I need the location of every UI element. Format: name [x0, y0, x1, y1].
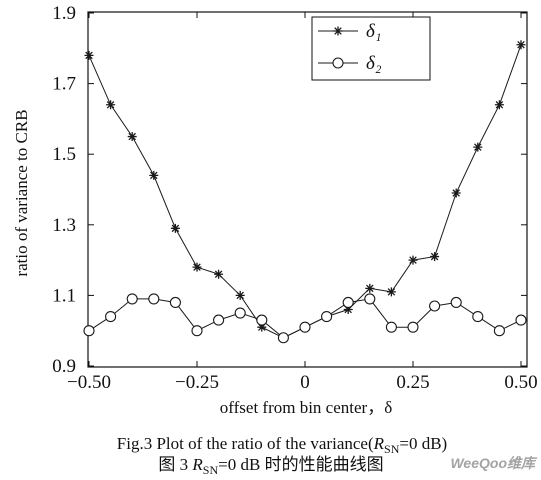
series-2-point [256, 314, 268, 326]
legend-marker [332, 57, 344, 69]
x-tick-label: −0.25 [175, 372, 219, 393]
series-1-point [451, 188, 461, 198]
series-2-point [450, 296, 462, 309]
y-tick-label: 1.1 [52, 285, 76, 306]
series-1-point [127, 132, 137, 142]
series-2-point [364, 293, 376, 305]
y-axis-label: ratio of variance to CRB [12, 109, 31, 276]
series-1-point [386, 287, 396, 297]
series-2-point [277, 332, 289, 344]
plot-frame [87, 11, 528, 368]
x-tick-label: −0.50 [67, 372, 111, 393]
legend: δ₁ δ₂ [311, 16, 431, 81]
series-2-point [493, 325, 505, 337]
x-tick-label: 0.50 [504, 372, 537, 393]
caption-english-suffix: =0 dB) [399, 434, 447, 453]
series-1-point [343, 305, 353, 315]
x-tick-label: 0 [300, 372, 310, 393]
series-1-point [235, 290, 245, 300]
watermark: WeeQoo维库 [450, 455, 538, 471]
y-tick-label: 1.3 [52, 215, 76, 236]
series-1-point [257, 322, 267, 332]
legend-item: δ₁ [318, 21, 381, 42]
series-1-point [170, 223, 180, 233]
series-2-point [191, 325, 203, 337]
legend-item: δ₂ [318, 53, 382, 74]
series-2-point [299, 321, 311, 333]
y-tick-label: 1.9 [52, 3, 76, 24]
series-1-point [84, 50, 94, 60]
caption-chinese: 图 3 RSN=0 dB 时的性能曲线图 [158, 455, 383, 477]
series-1-point [516, 40, 526, 50]
y-tick-label: 0.9 [52, 356, 76, 377]
caption-english: Fig.3 Plot of the ratio of the variance(… [117, 434, 447, 456]
legend-label: δ₁ [366, 21, 381, 42]
series-2-point [126, 293, 138, 305]
series-2-point [321, 311, 333, 323]
caption-english-variable: R [373, 434, 385, 453]
series-2-point [234, 307, 246, 319]
series-2-point [429, 300, 441, 312]
series-1-point [192, 262, 202, 272]
caption-chinese-subscript: SN [203, 463, 219, 477]
x-tick-label: 0.25 [396, 372, 429, 393]
series-2-point [169, 296, 181, 309]
series-1-point [473, 142, 483, 152]
series-2-point [515, 314, 527, 326]
legend-marker [333, 26, 343, 36]
series-1-point [430, 252, 440, 262]
caption-chinese-variable: R [191, 455, 203, 474]
series-2-point [342, 296, 354, 309]
series-2 [83, 293, 527, 344]
series-1-point [214, 269, 224, 279]
series-2-point [407, 321, 419, 333]
series-2-point [105, 311, 117, 323]
series-2-point [148, 293, 160, 305]
plot-area: −0.50 −0.25 0 0.25 0.500.91.11.31.51.71.9δ₁δ… [52, 3, 537, 393]
series-1-point [494, 100, 504, 110]
series-1-point [106, 100, 116, 110]
x-axis-label: offset from bin center，δ [220, 398, 392, 417]
y-tick-label: 1.7 [52, 74, 76, 95]
caption-english-prefix: Fig.3 Plot of the ratio of the variance( [117, 434, 374, 453]
series-2-point [472, 311, 484, 323]
y-tick-label: 1.5 [52, 144, 76, 165]
series-1-point [408, 255, 418, 265]
series-1-point [149, 170, 159, 180]
series-2-point [385, 321, 397, 333]
series-1-point [365, 283, 375, 293]
series-2-point [83, 325, 95, 337]
legend-box [311, 16, 431, 81]
caption-english-subscript: SN [384, 442, 400, 456]
caption-chinese-suffix: =0 dB 时的性能曲线图 [218, 455, 383, 474]
series-2-point [213, 314, 225, 326]
caption-chinese-prefix: 图 3 [158, 455, 192, 474]
legend-label: δ₂ [366, 53, 382, 74]
